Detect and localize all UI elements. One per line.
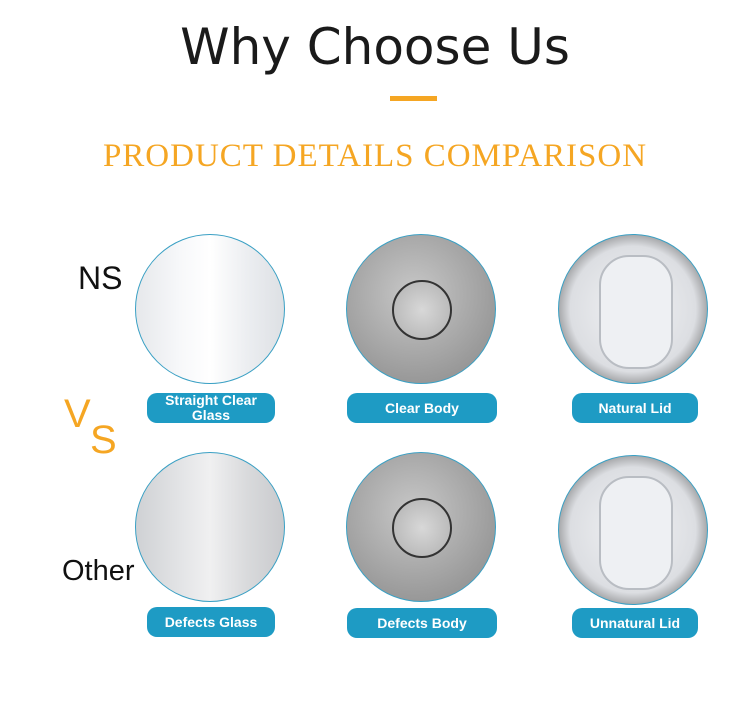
label-unnatural-lid: Unnatural Lid: [572, 608, 698, 638]
vs-s: S: [90, 418, 117, 462]
body-center: [392, 280, 452, 340]
glass-image-ns: [135, 234, 285, 384]
label-clear-body: Clear Body: [347, 393, 497, 423]
title-underline: [390, 96, 437, 101]
section-subtitle: PRODUCT DETAILS COMPARISON: [102, 138, 648, 174]
lid-slider: [599, 255, 673, 369]
body-image-other: [346, 452, 496, 602]
lid-image-ns: [558, 234, 708, 384]
label-natural-lid: Natural Lid: [572, 393, 698, 423]
ns-label: NS: [78, 260, 123, 296]
label-defects-glass: Defects Glass: [147, 607, 275, 637]
page-title: Why Choose Us: [180, 18, 570, 76]
lid-slider: [599, 476, 673, 590]
lid-image-other: [558, 455, 708, 605]
vs-v: V: [64, 392, 91, 436]
other-label: Other: [62, 555, 135, 587]
glass-image-other: [135, 452, 285, 602]
body-image-ns: [346, 234, 496, 384]
body-center: [392, 498, 452, 558]
label-defects-body: Defects Body: [347, 608, 497, 638]
label-straight-clear-glass: Straight Clear Glass: [147, 393, 275, 423]
